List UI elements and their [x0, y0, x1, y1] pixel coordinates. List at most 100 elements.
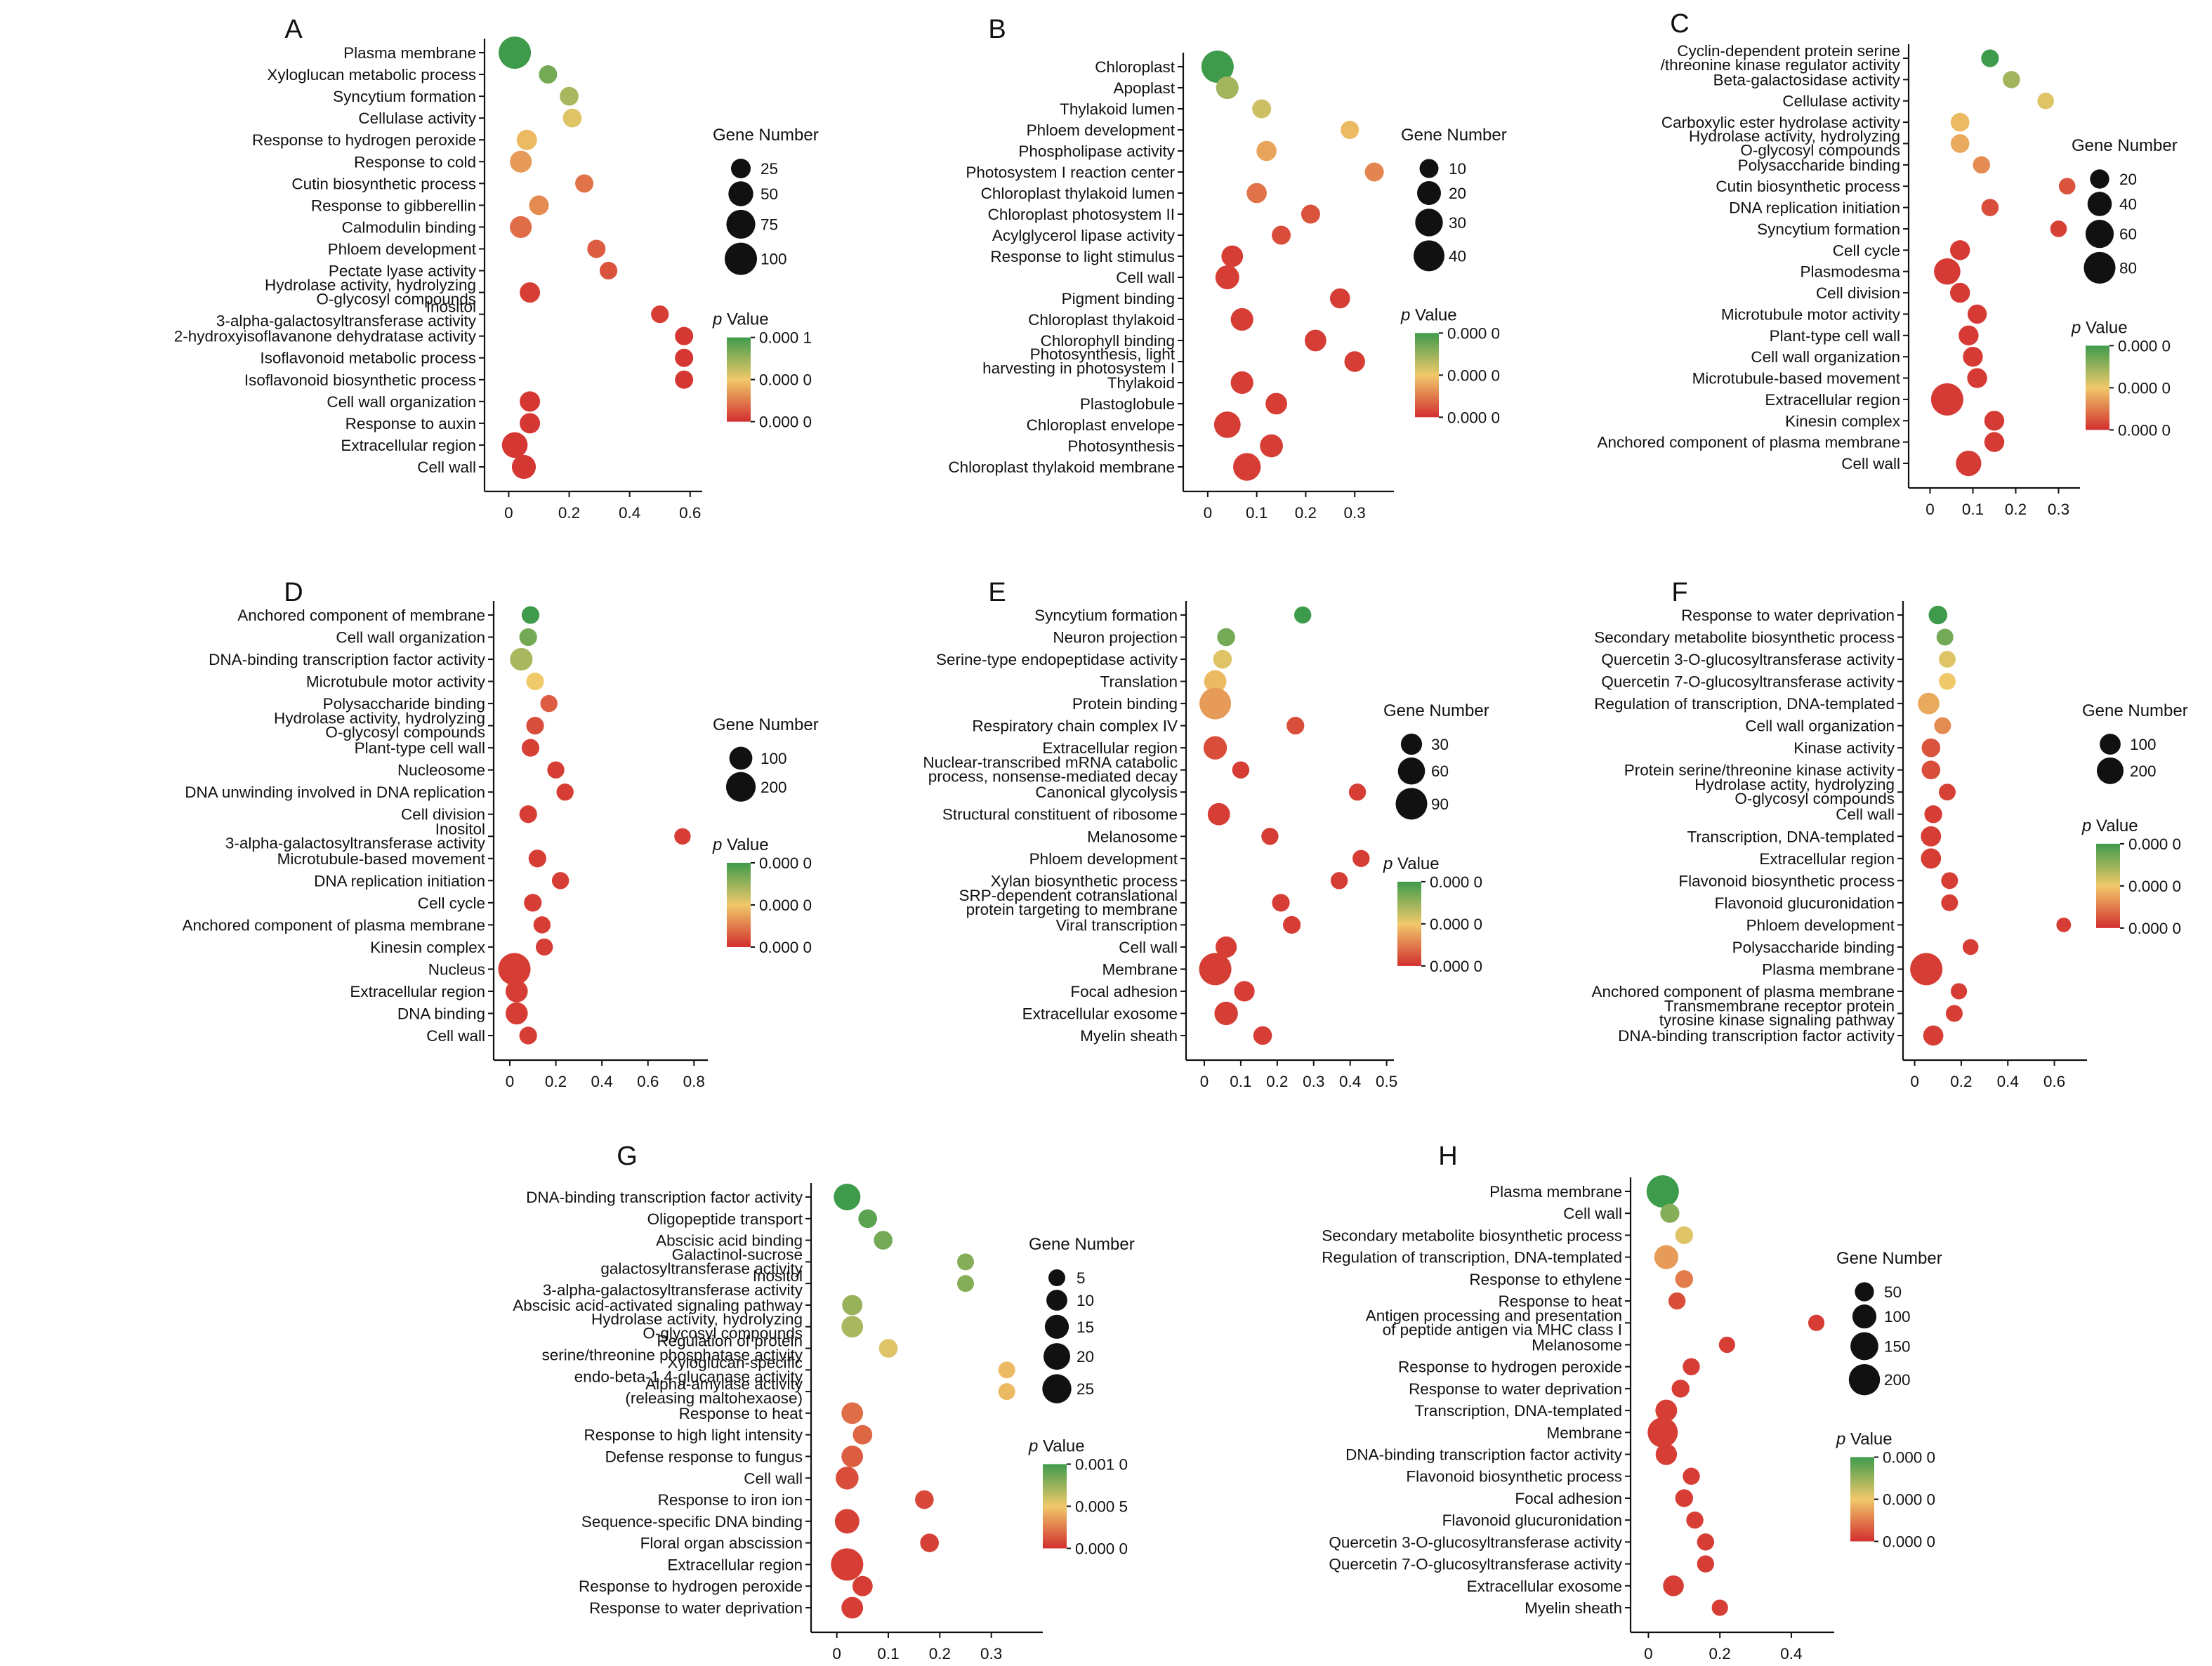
data-point — [1282, 915, 1301, 934]
data-point — [1921, 826, 1942, 847]
category-label: Phloem development — [1027, 121, 1176, 139]
panel-letter: A — [284, 15, 303, 44]
panel-letter: D — [284, 578, 303, 607]
data-point — [521, 739, 540, 757]
p-legend-label: 0.000 0 — [759, 897, 812, 914]
category-label: Isoflavonoid biosynthetic process — [244, 371, 476, 389]
category-label: Response to hydrogen peroxide — [579, 1578, 803, 1595]
data-point — [1232, 453, 1261, 481]
category-label: Cellulase activity — [358, 110, 476, 127]
data-point — [521, 606, 540, 624]
x-tick-label: 0.2 — [1709, 1645, 1731, 1662]
category-label: Cell wall organization — [336, 629, 485, 647]
category-label: Chloroplast envelope — [1027, 416, 1175, 434]
category-label: DNA-binding transcription factor activit… — [1345, 1446, 1623, 1464]
category-label: Myelin sheath — [1080, 1027, 1178, 1045]
data-point — [526, 717, 544, 735]
x-tick-label: 0.2 — [545, 1073, 567, 1090]
size-legend-circle — [729, 746, 753, 770]
data-point — [836, 1466, 859, 1490]
category-label: Response to high light intensity — [584, 1427, 803, 1444]
p-legend-label: 0.000 0 — [1447, 409, 1500, 426]
data-point — [1967, 304, 1987, 324]
category-label: Anchored component of plasma membrane — [1598, 434, 1901, 451]
category-label: Focal adhesion — [1070, 983, 1178, 1000]
data-point — [1930, 383, 1963, 416]
p-legend-colorbar — [2096, 843, 2120, 928]
data-point — [1260, 434, 1283, 458]
category-label: Photosystem I reaction center — [966, 164, 1175, 181]
category-label: Hydrolase activity, hydrolyzing O-glycosy… — [274, 710, 485, 741]
data-point — [1934, 717, 1951, 734]
category-label: Anchored component of plasma membrane — [1592, 983, 1895, 1000]
category-label: DNA-binding transcription factor activit… — [526, 1189, 803, 1206]
category-label: Cell wall — [426, 1027, 485, 1045]
category-label: Membrane — [1102, 960, 1178, 978]
p-legend-colorbar — [1043, 1464, 1067, 1549]
category-label: Cell wall — [1841, 455, 1900, 472]
category-label: Cell wall organization — [327, 393, 476, 411]
category-label: Response to ethylene — [1469, 1271, 1622, 1288]
category-label: Quercetin 7-O-glucosyltransferase activi… — [1329, 1556, 1622, 1573]
data-point — [858, 1209, 877, 1229]
category-label: Plastoglobule — [1080, 395, 1175, 413]
data-point — [519, 1026, 537, 1045]
x-tick-label: 0.2 — [1266, 1073, 1288, 1090]
data-point — [1215, 265, 1239, 289]
category-label: Abscisic acid-activated signaling pathwa… — [513, 1297, 803, 1314]
data-point — [1808, 1314, 1825, 1331]
category-label: Hydrolase activity, hydrolyzing O-glycosy… — [265, 277, 476, 308]
data-point — [1671, 1380, 1690, 1398]
category-label: Cell wall — [1836, 806, 1895, 824]
size-legend-label: 100 — [1884, 1308, 1911, 1325]
size-legend-circle — [1395, 788, 1428, 820]
data-point — [2056, 917, 2072, 932]
data-point — [841, 1596, 864, 1619]
size-legend-label: 100 — [761, 251, 787, 268]
data-point — [1962, 939, 1979, 956]
data-point — [1304, 329, 1326, 352]
data-point — [1232, 761, 1250, 779]
size-legend-title: Gene Number — [2082, 701, 2188, 720]
data-point — [1718, 1336, 1735, 1354]
category-label: Cell division — [401, 806, 485, 824]
data-point — [1199, 953, 1232, 986]
p-legend-title: p Value — [2071, 318, 2128, 337]
p-legend-colorbar — [727, 862, 751, 947]
p-legend-title: p Value — [1028, 1436, 1085, 1455]
p-legend-title: p Value — [712, 310, 769, 329]
category-label: Syncytium formation — [1757, 220, 1900, 238]
category-label: Response to hydrogen peroxide — [1398, 1358, 1622, 1376]
panel-g: G 0 0.1 0.2 0.3 DNA-binding transcription fac… — [513, 1142, 1134, 1662]
category-label: Kinase activity — [1793, 739, 1895, 757]
data-point — [501, 432, 528, 458]
data-point — [2050, 220, 2067, 237]
data-point — [1981, 199, 1999, 216]
category-label: Kinesin complex — [370, 939, 486, 956]
data-point — [1272, 894, 1290, 912]
category-label: Alpha-amylase activity (releasing maltohe… — [625, 1375, 803, 1407]
category-label: Calmodulin binding — [342, 218, 476, 236]
data-point — [505, 980, 528, 1003]
size-legend-circle — [2083, 251, 2116, 284]
category-label: Anchored component of membrane — [237, 607, 485, 624]
data-point — [1352, 849, 1370, 867]
p-legend-label: 0.000 0 — [2128, 920, 2181, 937]
category-label: Serine-type endopeptidase activity — [936, 651, 1178, 668]
size-legend-label: 30 — [1431, 736, 1449, 753]
data-point — [1675, 1489, 1694, 1507]
category-label: Apoplast — [1113, 79, 1175, 97]
panel-b: B 0 0.1 0.2 0.3 Chloroplast Apoplast Thylakoid … — [948, 15, 1506, 522]
size-legend-circle — [2097, 757, 2124, 784]
data-point — [560, 86, 579, 106]
p-legend-label: 0.000 5 — [1075, 1498, 1128, 1515]
category-label: Plasma membrane — [343, 44, 476, 62]
size-legend-circle — [1397, 757, 1426, 785]
category-label: DNA replication initiation — [314, 872, 485, 890]
data-point — [1329, 288, 1350, 309]
data-point — [524, 894, 542, 912]
x-tick-label: 0 — [1204, 504, 1213, 522]
data-point — [1203, 736, 1227, 760]
category-label: Pectate lyase activity — [329, 263, 477, 280]
size-legend-label: 100 — [761, 750, 787, 767]
